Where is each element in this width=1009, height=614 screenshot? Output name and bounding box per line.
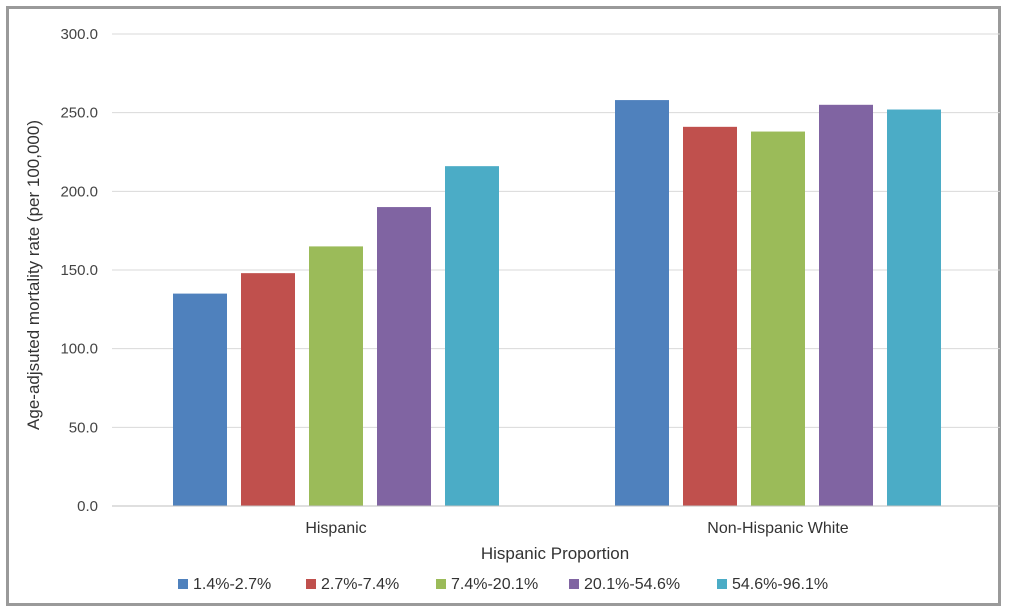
bar-hispanic-2	[241, 273, 295, 506]
bar-hispanic-4	[377, 207, 431, 507]
legend-label: 1.4%-2.7%	[193, 576, 271, 593]
bar-non-hispanic-white-2	[683, 126, 737, 507]
legend-label: 54.6%-96.1%	[732, 576, 828, 593]
y-tick-label: 0.0	[77, 498, 98, 515]
y-axis-title: Age-adjsuted mortality rate (per 100,000…	[24, 120, 43, 430]
bar-hispanic-1	[173, 293, 227, 506]
y-axis-ticks: 0.0 50.0 100.0 150.0 200.0 250.0 300.0	[60, 26, 98, 515]
x-category-label: Hispanic	[305, 520, 366, 537]
bar-non-hispanic-white-4	[819, 104, 873, 507]
y-tick-label: 100.0	[60, 341, 98, 358]
legend-swatch	[178, 579, 188, 589]
legend-swatch	[436, 579, 446, 589]
bars	[173, 100, 941, 507]
bar-hispanic-3	[309, 246, 363, 506]
y-tick-label: 250.0	[60, 105, 98, 122]
legend-label: 20.1%-54.6%	[584, 576, 680, 593]
y-tick-label: 300.0	[60, 26, 98, 43]
legend-label: 7.4%-20.1%	[451, 576, 538, 593]
y-tick-label: 200.0	[60, 183, 98, 200]
bar-hispanic-5	[445, 166, 499, 506]
legend-swatch	[569, 579, 579, 589]
y-tick-label: 150.0	[60, 262, 98, 279]
x-axis-categories: Hispanic Non-Hispanic White	[305, 520, 848, 537]
legend-swatch	[717, 579, 727, 589]
x-category-label: Non-Hispanic White	[707, 520, 848, 537]
y-tick-label: 50.0	[69, 419, 98, 436]
bar-non-hispanic-white-1	[615, 100, 669, 506]
bar-non-hispanic-white-3	[751, 131, 805, 506]
x-axis-title: Hispanic Proportion	[481, 544, 629, 563]
bar-non-hispanic-white-5	[887, 109, 941, 507]
legend-label: 2.7%-7.4%	[321, 576, 399, 593]
legend-swatch	[306, 579, 316, 589]
legend: 1.4%-2.7% 2.7%-7.4% 7.4%-20.1% 20.1%-54.6% 5…	[178, 576, 828, 593]
